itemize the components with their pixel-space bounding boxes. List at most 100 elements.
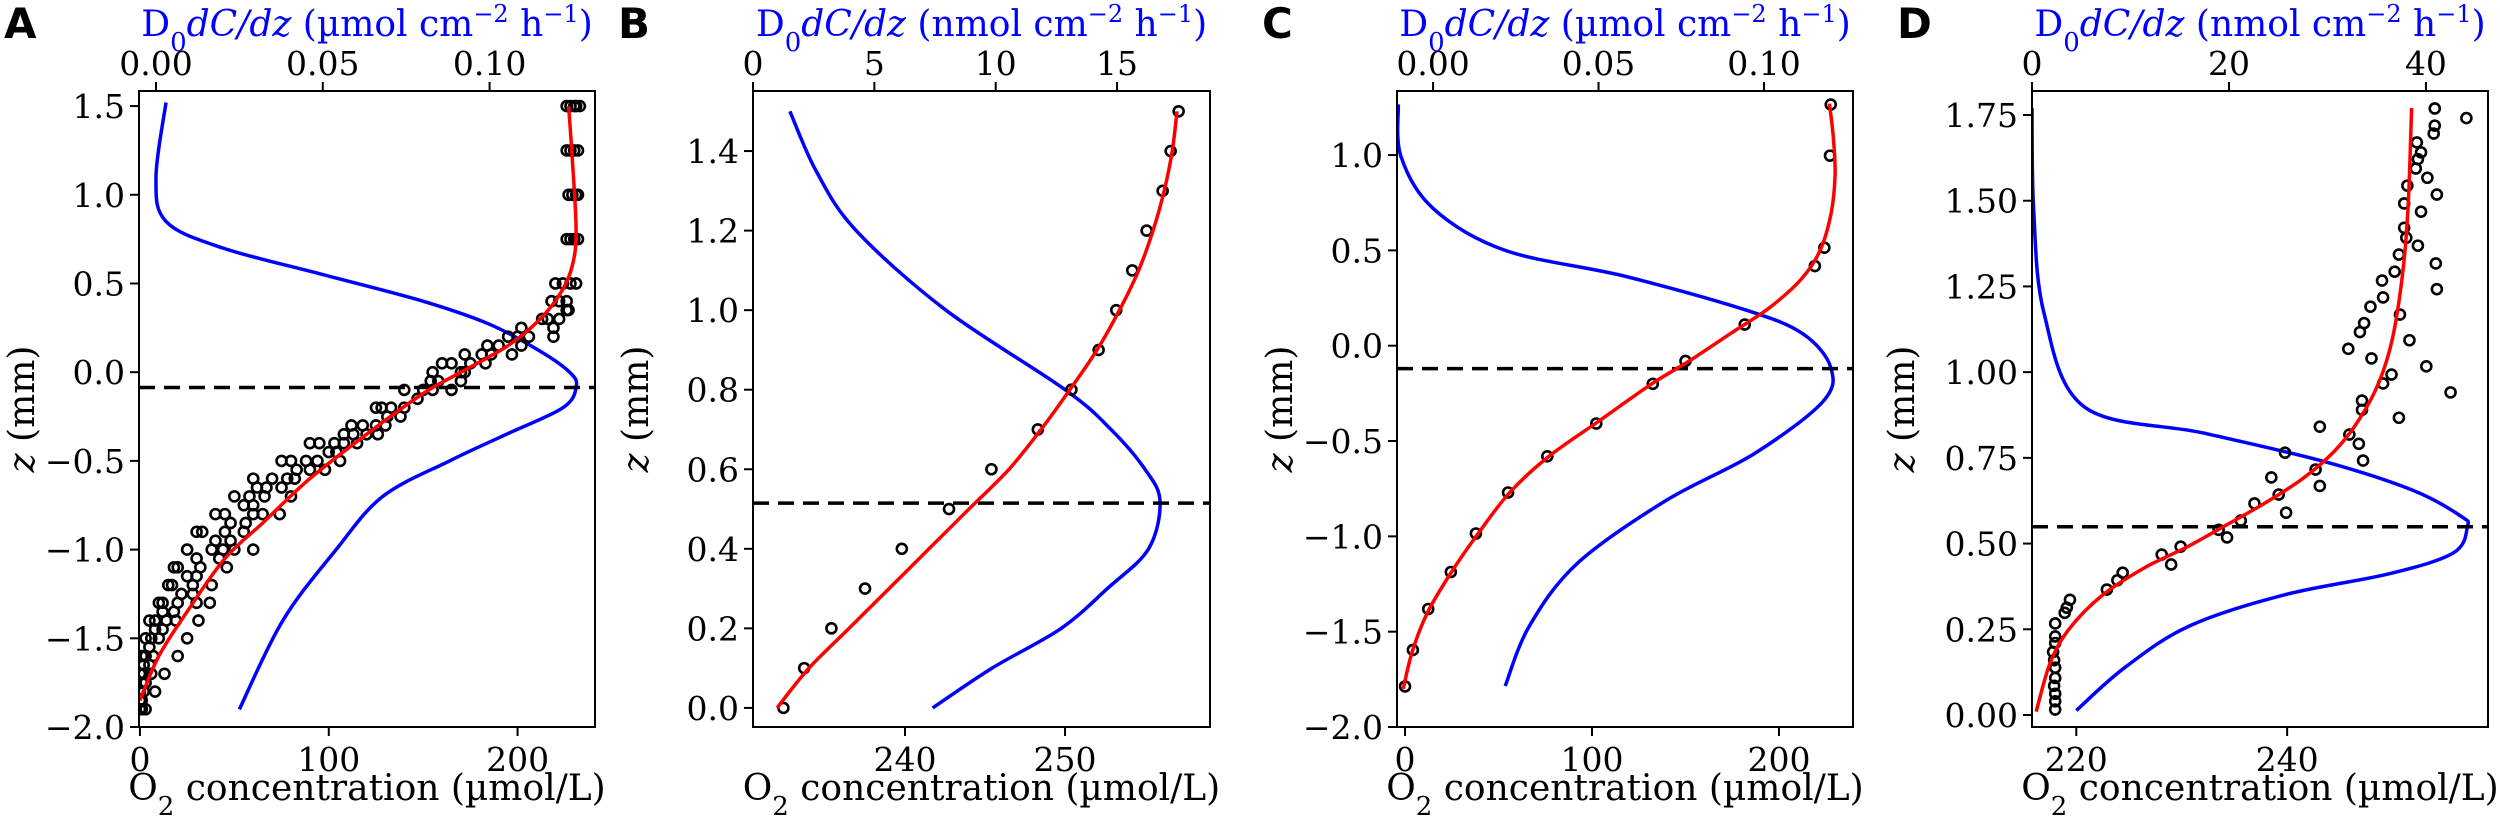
data-point [2392,248,2406,261]
y-tick-label: 1.50 [1945,182,2018,221]
top-x-tick-label: 0.00 [119,44,192,83]
y-tick-label: 1.00 [1945,353,2018,392]
data-point [2309,463,2322,476]
flux-curve [788,110,1162,710]
panel-letter: A [4,0,37,48]
x-tick-label: 100 [1561,740,1624,779]
y-label-var: z [1882,452,1923,473]
data-point [322,445,336,459]
flux-label-exp2: −1 [1158,0,1193,28]
data-point [203,596,217,610]
y-tick-label: 0.00 [1945,696,2018,735]
panel-letter: D [1897,0,1932,48]
x-tick-label: 0 [129,740,150,779]
data-point [148,685,162,698]
flux-label-sub: 0 [785,28,802,58]
top-axis-label: D0dC/dz (µmol cm−2 h−1) [1399,0,1851,58]
y-tick-label: 0.5 [1331,231,1383,270]
axes-frame [2031,90,2489,728]
data-point [1541,449,1554,463]
data-point [311,454,324,468]
data-point [158,667,171,681]
flux-label-sub: 0 [170,28,187,58]
data-point [2357,316,2371,330]
data-point [2342,342,2355,356]
top-x-tick-label: 20 [2208,44,2250,83]
data-point [2352,437,2366,451]
y-tick-label: 1.2 [687,212,739,251]
flux-label-post: ) [2472,4,2486,45]
y-label-rest: (mm) [2,346,43,454]
x-label-main: O [1386,768,1416,809]
data-point [2428,102,2442,115]
y-tick-label: 0.5 [73,264,125,303]
data-point [2279,506,2293,520]
data-point [180,631,194,645]
top-axis-label: D0dC/dz (nmol cm−2 h−1) [756,0,1207,58]
data-point [360,427,373,441]
flux-label-pre: (µmol cm [291,4,473,45]
y-label-var: z [2,452,43,473]
y-label-var: z [1260,452,1301,473]
data-point [505,348,519,361]
data-point [237,525,251,539]
x-tick-label: 100 [297,740,360,779]
data-point [825,622,838,635]
data-point [985,462,998,476]
flux-label-exp2: −1 [2436,0,2471,28]
flux-label-mid: h [2402,4,2437,45]
y-tick-label: 0.50 [1945,525,2018,564]
data-point [445,357,458,370]
flux-label-exp1: −2 [1731,0,1766,28]
panel-a: A 0 100 200 −2.0 −1.5 −1.0 −0.5 0.0 0.5 1.0 1.5 0.00… [2,0,606,818]
data-point [2430,282,2444,296]
top-x-tick-label: 15 [1096,44,1138,83]
data-point [2444,386,2457,399]
flux-label-mid: h [1767,4,1802,45]
data-point [258,490,271,503]
y-tick-label: −0.5 [45,442,125,481]
data-point [303,463,317,477]
data-point [218,525,232,539]
y-axis-label: z (mm) [616,346,657,474]
x-label-sub: 2 [1416,792,1433,818]
data-point [2411,239,2425,252]
flux-label-sub: 0 [1428,28,1445,58]
data-point [2460,111,2473,125]
flux-label-post: ) [1193,4,1207,45]
data-point [246,543,260,556]
data-point [397,383,411,397]
data-point [549,277,562,290]
data-point [205,543,218,556]
y-tick-label: 1.5 [73,87,125,126]
y-tick-label: 1.0 [73,176,125,215]
x-tick-label: 240 [874,740,937,779]
data-point [2278,446,2292,460]
top-x-tick-label: 10 [975,44,1017,83]
data-point [394,410,407,423]
flux-curve [154,102,579,711]
data-point [313,436,326,450]
data-point [895,542,909,556]
x-tick-label: 200 [486,740,549,779]
y-tick-label: 0.0 [1331,327,1383,366]
data-point [284,454,298,468]
y-tick-label: 0.2 [687,609,739,648]
data-point [2048,617,2062,630]
x-axis-label: O2 concentration (µmol/L) [743,768,1220,818]
flux-label-italic: dC/dz [1445,4,1551,45]
plot-area [139,99,595,716]
y-label-var: z [616,452,657,473]
data-point [2411,152,2425,166]
x-tick-label: 0 [1395,740,1416,779]
data-point [228,490,241,503]
top-x-tick-label: 0.05 [1562,44,1635,83]
data-point [1444,565,1458,579]
flux-label-base: D [1399,4,1428,45]
flux-label-italic: dC/dz [187,4,293,45]
data-point [180,543,194,556]
data-point [2272,488,2286,501]
x-label-sub: 2 [772,792,789,818]
data-point [2365,352,2378,365]
